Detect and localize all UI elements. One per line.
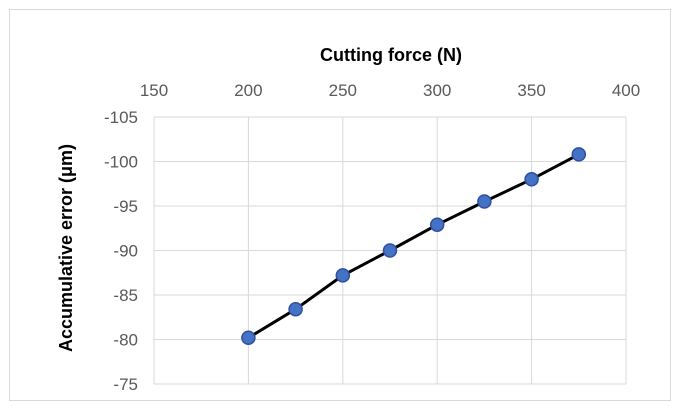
- y-tick-label: -85: [113, 286, 138, 305]
- x-axis-title: Cutting force (N): [320, 45, 462, 65]
- x-tick-labels: 150 200 250 300 350 400: [140, 81, 640, 100]
- data-point: [288, 301, 303, 317]
- x-tick-label: 300: [423, 81, 451, 100]
- x-tick-label: 400: [612, 81, 640, 100]
- y-tick-label: -75: [113, 375, 138, 394]
- x-tick-label: 200: [234, 81, 262, 100]
- y-tick-label: -100: [104, 153, 138, 172]
- x-tick-label: 150: [140, 81, 168, 100]
- y-axis-title: Accumulative error (μm): [56, 144, 76, 352]
- data-point: [429, 217, 445, 232]
- y-tick-labels: -105 -100 -95 -90 -85 -80 -75: [104, 108, 138, 394]
- chart-frame: [9, 9, 671, 401]
- data-point: [382, 243, 398, 258]
- series: [241, 147, 587, 345]
- y-tick-label: -95: [113, 197, 138, 216]
- x-tick-label: 350: [517, 81, 545, 100]
- data-point: [524, 172, 539, 187]
- y-tick-label: -105: [104, 108, 138, 127]
- y-tick-label: -90: [113, 242, 138, 261]
- data-point: [571, 147, 587, 162]
- data-point: [335, 268, 351, 283]
- series-line: [247, 153, 580, 339]
- data-point: [241, 330, 256, 345]
- x-tick-label: 250: [329, 81, 357, 100]
- y-tick-label: -80: [113, 331, 138, 350]
- data-point: [477, 194, 492, 209]
